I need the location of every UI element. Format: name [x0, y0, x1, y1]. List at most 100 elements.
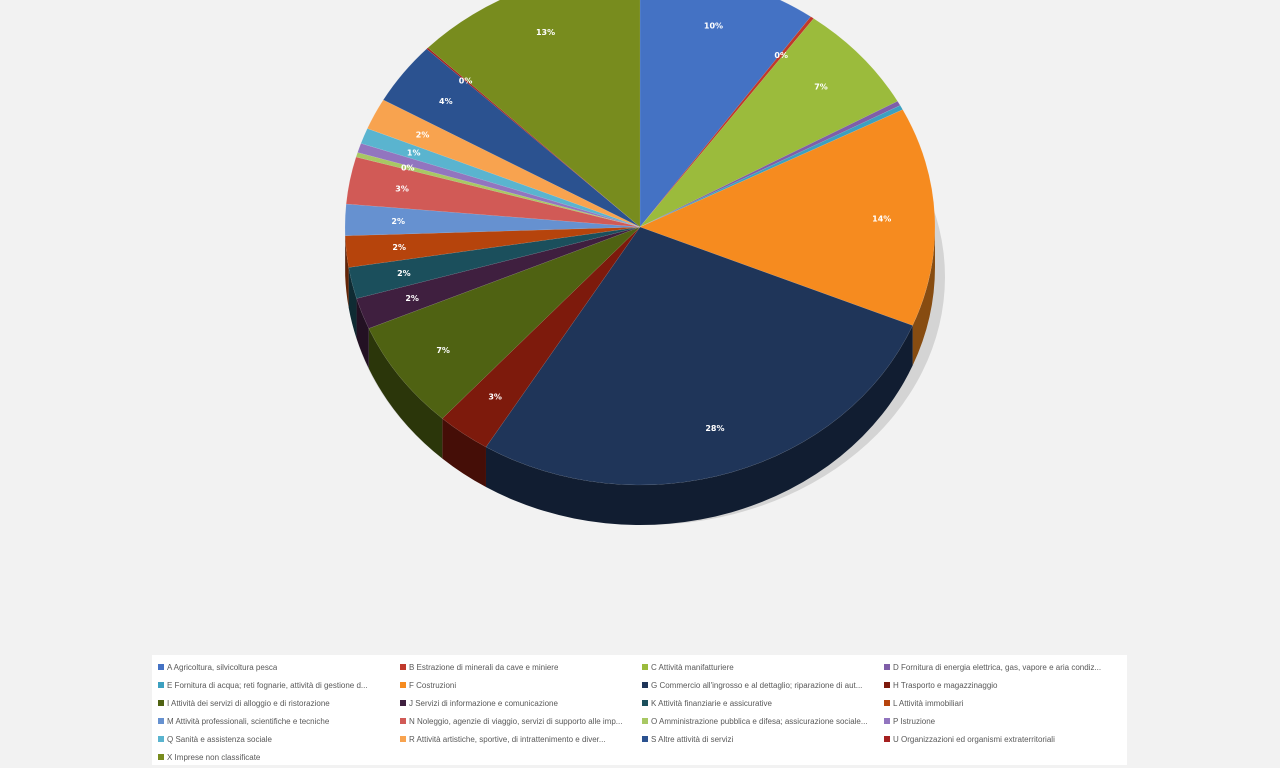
legend-swatch — [642, 664, 648, 670]
data-label-10: 2% — [397, 269, 411, 278]
legend-swatch — [642, 736, 648, 742]
pie-side-6 — [485, 325, 913, 525]
legend-label: E Fornitura di acqua; reti fognarie, att… — [167, 680, 368, 690]
legend-swatch — [642, 682, 648, 688]
data-label-6: 28% — [705, 424, 724, 433]
legend-swatch — [400, 718, 406, 724]
legend-swatch — [884, 718, 890, 724]
pie-slice-13 — [345, 156, 641, 228]
pie-slice-4 — [639, 105, 904, 228]
legend-swatch — [400, 682, 406, 688]
data-label-11: 2% — [392, 243, 406, 252]
pie-side-10 — [348, 267, 357, 339]
pie-slice-16 — [360, 128, 641, 228]
pie-slice-3 — [639, 100, 901, 228]
data-label-2: 7% — [814, 83, 828, 92]
data-label-13: 3% — [395, 185, 409, 194]
legend-swatch — [158, 682, 164, 688]
data-label-9: 2% — [405, 294, 419, 303]
legend-label: X Imprese non classificate — [167, 752, 261, 762]
data-label-8: 7% — [436, 346, 450, 355]
pie-slice-14 — [355, 152, 641, 228]
legend-label: L Attività immobiliari — [893, 698, 964, 708]
data-label-1: 0% — [774, 51, 788, 60]
legend-swatch — [158, 736, 164, 742]
pie-data-labels: 10% 0% 7% 14% 28% 3% 7% 2% 2% 2% 2% 3% 0% 1% 2% 4% 0% 13% — [391, 21, 891, 433]
legend-item: N Noleggio, agenzie di viaggio, servizi … — [400, 712, 642, 730]
data-label-12: 2% — [391, 217, 405, 226]
pie-side-8 — [368, 328, 443, 459]
pie-slice-9 — [356, 226, 641, 329]
legend-swatch — [400, 700, 406, 706]
legend-item: G Commercio all'ingrosso e al dettaglio;… — [642, 676, 884, 694]
legend-swatch — [884, 682, 890, 688]
legend-label: U Organizzazioni ed organismi extraterri… — [893, 734, 1055, 744]
legend-label: H Trasporto e magazzinaggio — [893, 680, 998, 690]
pie-chart: 10% 0% 7% 14% 28% 3% 7% 2% 2% 2% 2% 3% 0% 1% 2% 4% 0% 13% — [344, 0, 945, 525]
pie-side-11 — [345, 235, 349, 308]
legend-item: X Imprese non classificate — [158, 748, 400, 766]
pie-slice-18 — [382, 48, 641, 228]
pie-slice-6 — [485, 226, 913, 486]
legend-label: G Commercio all'ingrosso e al dettaglio;… — [651, 680, 863, 690]
legend-swatch — [400, 736, 406, 742]
legend-swatch — [884, 736, 890, 742]
legend-swatch — [158, 718, 164, 724]
legend-label: Q Sanità e assistenza sociale — [167, 734, 272, 744]
legend-swatch — [642, 718, 648, 724]
legend: A Agricoltura, silvicoltura pesca B Estra… — [152, 655, 1127, 765]
legend-swatch — [642, 700, 648, 706]
legend-item: K Attività finanziarie e assicurative — [642, 694, 884, 712]
legend-label: M Attività professionali, scientifiche e… — [167, 716, 330, 726]
legend-item: P Istruzione — [884, 712, 1126, 730]
pie-slice-10 — [348, 226, 641, 299]
data-label-0: 10% — [704, 21, 723, 30]
data-label-19: 0% — [459, 76, 473, 85]
legend-swatch — [884, 664, 890, 670]
pie-slice-11 — [344, 226, 641, 268]
pie-sides — [345, 227, 935, 525]
data-label-16: 1% — [407, 148, 421, 157]
legend-swatch — [158, 664, 164, 670]
legend-swatch — [884, 700, 890, 706]
pie-slice-17 — [367, 99, 641, 228]
legend-label: R Attività artistiche, sportive, di intr… — [409, 734, 606, 744]
pie-side-9 — [356, 298, 369, 369]
legend-item: B Estrazione di minerali da cave e minie… — [400, 658, 642, 676]
legend-label: P Istruzione — [893, 716, 936, 726]
data-label-14: 0% — [401, 164, 415, 173]
legend-item: O Amministrazione pubblica e difesa; ass… — [642, 712, 884, 730]
legend-label: O Amministrazione pubblica e difesa; ass… — [651, 716, 868, 726]
legend-label: C Attività manifatturiere — [651, 662, 734, 672]
pie-tops — [344, 0, 936, 486]
legend-item: Q Sanità e assistenza sociale — [158, 730, 400, 748]
pie-slice-5 — [639, 109, 936, 326]
legend-item: U Organizzazioni ed organismi extraterri… — [884, 730, 1126, 748]
legend-item: A Agricoltura, silvicoltura pesca — [158, 658, 400, 676]
legend-label: K Attività finanziarie e assicurative — [651, 698, 772, 708]
pie-slice-15 — [357, 143, 641, 228]
legend-label: I Attività dei servizi di alloggio e di … — [167, 698, 330, 708]
pie-slice-1 — [639, 16, 815, 228]
legend-label: D Fornitura di energia elettrica, gas, v… — [893, 662, 1102, 672]
legend-item: E Fornitura di acqua; reti fognarie, att… — [158, 676, 400, 694]
pie-slice-7 — [441, 226, 641, 448]
data-label-20: 13% — [536, 28, 555, 37]
legend-swatch — [158, 754, 164, 760]
legend-label: F Costruzioni — [409, 680, 457, 690]
data-label-5: 14% — [872, 215, 891, 224]
legend-item: F Costruzioni — [400, 676, 642, 694]
legend-label: J Servizi di informazione e comunicazion… — [409, 698, 558, 708]
pie-slice-2 — [639, 18, 898, 228]
pie-side-5 — [912, 227, 935, 366]
data-label-18: 4% — [439, 97, 453, 106]
legend-item: S Altre attività di servizi — [642, 730, 884, 748]
pie-side-7 — [442, 418, 486, 488]
pie-slice-12 — [344, 203, 641, 237]
legend-item: C Attività manifatturiere — [642, 658, 884, 676]
legend-item: I Attività dei servizi di alloggio e di … — [158, 694, 400, 712]
legend-label: B Estrazione di minerali da cave e minie… — [409, 662, 559, 672]
legend-label: S Altre attività di servizi — [651, 734, 734, 744]
legend-swatch — [400, 664, 406, 670]
